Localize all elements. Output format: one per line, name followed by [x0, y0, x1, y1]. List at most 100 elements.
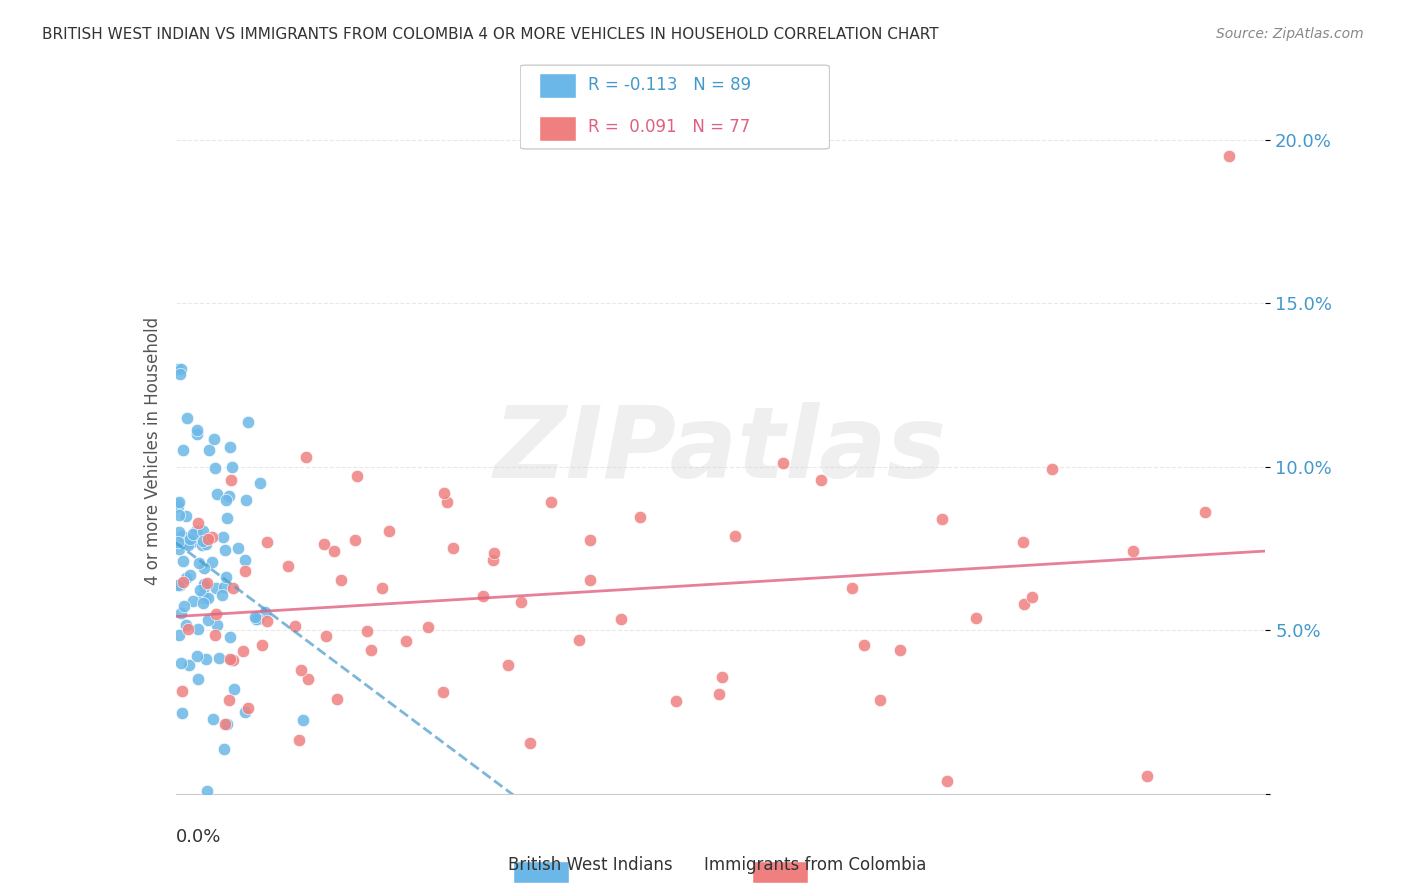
Text: R = -0.113   N = 89: R = -0.113 N = 89 — [588, 76, 751, 94]
Point — [238, 415, 260, 429]
Point — [172, 529, 194, 543]
Point — [433, 486, 456, 500]
Point — [578, 533, 600, 548]
Point — [221, 460, 243, 475]
Point — [360, 642, 382, 657]
Point — [204, 461, 226, 475]
Point — [188, 583, 211, 598]
Point — [235, 492, 257, 507]
Point — [195, 576, 218, 591]
Point — [172, 443, 194, 458]
Point — [179, 657, 201, 672]
Point — [441, 541, 464, 555]
Point — [169, 524, 191, 539]
Point — [246, 612, 269, 626]
Point — [186, 423, 208, 437]
Point — [288, 733, 311, 747]
Point — [277, 559, 299, 574]
Point — [965, 611, 987, 625]
Bar — [538, 73, 576, 98]
Bar — [538, 116, 576, 141]
Point — [346, 468, 368, 483]
Point — [772, 456, 794, 470]
Point — [177, 538, 200, 552]
Point — [219, 631, 242, 645]
Point — [326, 691, 349, 706]
Point — [205, 487, 228, 501]
Point — [323, 543, 346, 558]
Point — [496, 658, 519, 673]
Point — [869, 693, 891, 707]
FancyBboxPatch shape — [520, 65, 830, 149]
Point — [221, 653, 243, 667]
Point — [519, 735, 541, 749]
Point — [191, 538, 214, 552]
Point — [214, 542, 236, 557]
Point — [169, 367, 191, 381]
Point — [235, 564, 257, 578]
Point — [1040, 462, 1063, 476]
Point — [245, 612, 267, 626]
Point — [1012, 535, 1035, 549]
Point — [256, 534, 278, 549]
Point — [167, 628, 190, 642]
Point — [294, 450, 316, 464]
Point — [193, 580, 215, 594]
Point — [707, 687, 730, 701]
Point — [215, 492, 238, 507]
Point — [540, 495, 562, 509]
Point — [330, 573, 353, 587]
Point — [214, 717, 236, 731]
Point — [172, 684, 194, 698]
Point — [195, 652, 218, 666]
Point — [183, 526, 205, 541]
Point — [343, 533, 366, 548]
Point — [931, 512, 953, 526]
Point — [174, 618, 197, 632]
Point — [176, 411, 198, 425]
Point — [211, 588, 233, 602]
Point — [172, 706, 194, 720]
Point — [172, 554, 194, 568]
Point — [578, 573, 600, 587]
Point — [215, 510, 238, 524]
Point — [197, 591, 219, 606]
Point — [250, 638, 273, 652]
Point — [1194, 505, 1216, 519]
Point — [201, 712, 224, 726]
Point — [177, 622, 200, 636]
Point — [292, 714, 315, 728]
Point — [169, 542, 191, 557]
Point — [170, 361, 193, 376]
Point — [187, 516, 209, 531]
Point — [181, 593, 204, 607]
Point — [214, 742, 236, 756]
Text: BRITISH WEST INDIAN VS IMMIGRANTS FROM COLOMBIA 4 OR MORE VEHICLES IN HOUSEHOLD : BRITISH WEST INDIAN VS IMMIGRANTS FROM C… — [42, 27, 939, 42]
Point — [176, 536, 198, 550]
Point — [187, 673, 209, 687]
Point — [194, 591, 217, 606]
Point — [312, 536, 335, 550]
Point — [228, 541, 250, 555]
Point — [184, 524, 207, 538]
Point — [724, 529, 747, 543]
Point — [356, 624, 378, 638]
Point — [852, 638, 875, 652]
Point — [193, 576, 215, 591]
Point — [284, 619, 307, 633]
Point — [1122, 544, 1144, 558]
Point — [253, 605, 276, 619]
Point — [191, 596, 214, 610]
Point — [1218, 149, 1240, 163]
Point — [221, 474, 243, 488]
Point — [249, 475, 271, 490]
Point — [665, 694, 688, 708]
Point — [166, 578, 188, 592]
Point — [214, 580, 236, 594]
Point — [202, 432, 225, 446]
Point — [212, 530, 235, 544]
Point — [197, 532, 219, 546]
Point — [173, 599, 195, 614]
Text: R =  0.091   N = 77: R = 0.091 N = 77 — [588, 118, 751, 136]
Point — [245, 609, 267, 624]
